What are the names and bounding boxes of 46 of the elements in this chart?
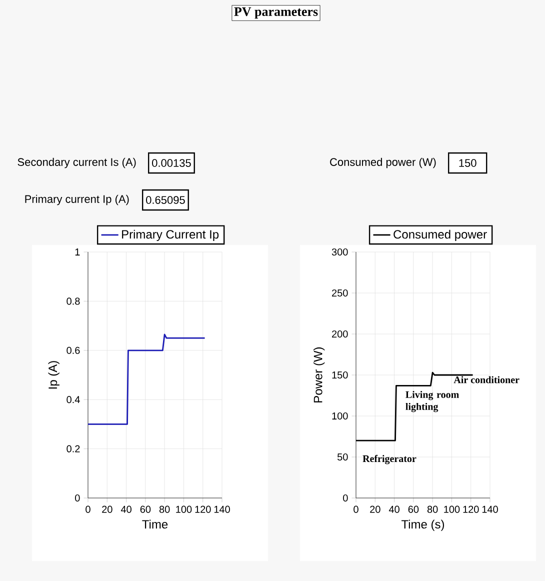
y-tick-label: 0.8 (66, 298, 80, 305)
annotation: Refrigerator (362, 454, 416, 464)
y-tick-label: 150 (332, 371, 348, 379)
x-tick-label: 120 (463, 506, 479, 513)
x-tick-label: 80 (159, 506, 170, 513)
x-tick-label: 40 (388, 506, 400, 513)
x-tick-label: 140 (482, 506, 498, 513)
y-tick-label: 0 (343, 494, 348, 502)
x-axis-title: Time (s) (401, 520, 444, 531)
x-tick-label: 140 (214, 506, 230, 513)
y-tick-label: 0.4 (66, 396, 80, 404)
y-tick-label: 300 (332, 248, 348, 256)
x-tick-label: 120 (195, 506, 211, 513)
x-tick-label: 100 (176, 506, 192, 513)
line-series (87, 334, 206, 425)
legend-label: Consumed power (394, 230, 487, 242)
y-tick-label: 100 (332, 412, 348, 420)
y-tick-label: 200 (332, 330, 348, 338)
x-tick-label: 0 (86, 506, 90, 513)
x-tick-label: 40 (120, 506, 132, 513)
legend-label: Primary Current Ip (122, 230, 219, 242)
annotation: Air conditioner (454, 376, 520, 384)
y-tick-label: 250 (332, 289, 348, 297)
x-tick-label: 60 (140, 506, 151, 513)
y-tick-label: 1 (75, 248, 80, 256)
y-tick-label: 0 (75, 494, 80, 502)
y-axis-title: Power (W) (313, 347, 325, 402)
text: 0.65095 (146, 196, 185, 204)
text: 150 (459, 159, 476, 167)
y-axis-title: Ip (A) (48, 361, 60, 389)
y-tick-label: 0.2 (66, 445, 80, 452)
x-tick-label: 0 (354, 506, 358, 513)
y-tick-label: 0.6 (66, 346, 80, 354)
text: PV parameters (234, 7, 318, 19)
text: 0.00135 (152, 159, 191, 167)
x-tick-label: 80 (427, 506, 438, 513)
x-tick-label: 60 (408, 506, 419, 513)
x-tick-label: 20 (102, 506, 112, 513)
text: Consumed power (W) (330, 158, 436, 168)
annotation: Living room lighting (406, 390, 459, 412)
y-tick-label: 50 (337, 453, 348, 461)
x-tick-label: 20 (370, 506, 380, 513)
x-tick-label: 100 (444, 506, 460, 513)
text: Secondary current Is (A) (18, 158, 136, 168)
text: Primary current Ip (A) (25, 194, 129, 206)
x-axis-title: Time (142, 520, 168, 529)
